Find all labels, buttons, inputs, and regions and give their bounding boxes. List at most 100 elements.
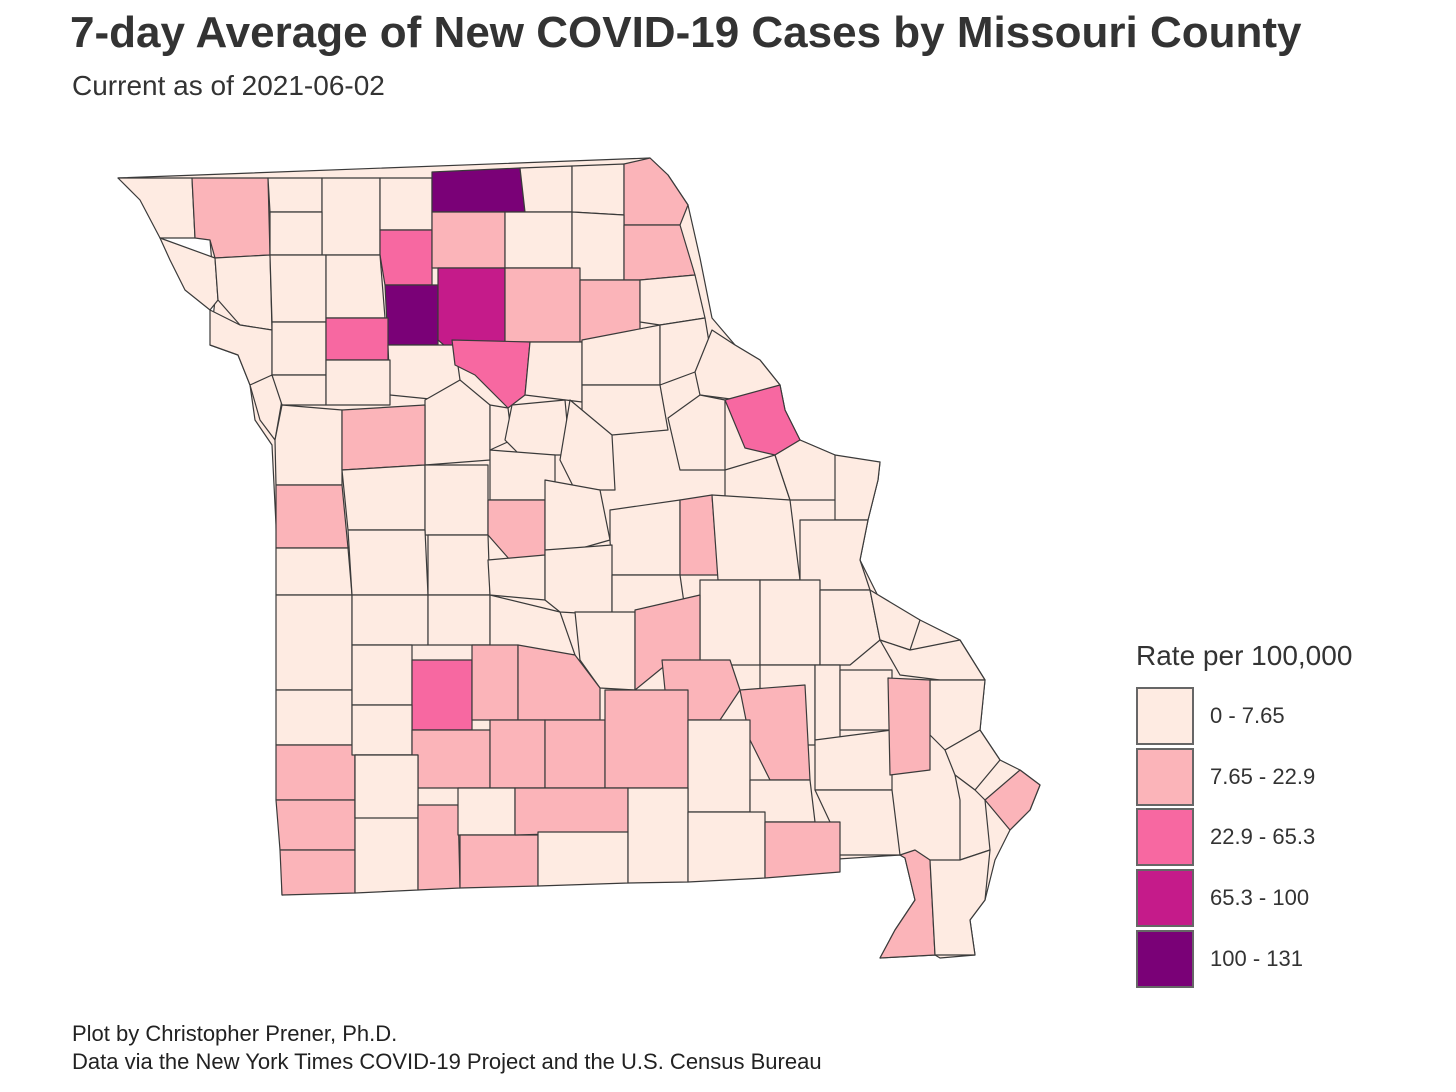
county-barton [275, 689, 353, 746]
county-pulaski [574, 611, 636, 691]
legend-swatch [1136, 747, 1194, 806]
county-clark [623, 157, 689, 226]
county-scotland [571, 163, 625, 216]
legend-swatch [1136, 929, 1194, 988]
county-adair [504, 211, 573, 269]
legend-item: 0 - 7.65 [1136, 686, 1352, 747]
county-st-louis [834, 454, 881, 521]
county-christian [457, 787, 516, 836]
county-texas [604, 689, 689, 789]
county-crawford [699, 579, 761, 666]
legend-items: 0 - 7.65 7.65 - 22.9 22.9 - 65.3 65.3 - … [1136, 686, 1352, 989]
legend-item: 100 - 131 [1136, 928, 1352, 989]
county-shannon [687, 719, 751, 813]
map-title: 7-day Average of New COVID-19 Cases by M… [70, 8, 1302, 57]
county-grundy [379, 229, 433, 286]
caption-author: Plot by Christopher Prener, Ph.D. [72, 1021, 398, 1046]
county-oregon [687, 811, 766, 883]
county-benton [427, 534, 491, 596]
county-johnson [341, 464, 426, 531]
county-washington [759, 579, 821, 666]
legend-item: 65.3 - 100 [1136, 868, 1352, 929]
legend-label: 100 - 131 [1210, 945, 1303, 971]
county-lawrence [354, 754, 419, 819]
caption: Plot by Christopher Prener, Ph.D. Data v… [72, 1020, 822, 1076]
county-hickory [427, 594, 491, 646]
county-franklin [711, 494, 801, 581]
county-madison [814, 664, 841, 741]
county-atchison [117, 177, 196, 239]
county-jackson [274, 404, 343, 486]
county-schuyler [519, 165, 573, 213]
county-stone [417, 804, 461, 891]
county-macon [504, 267, 581, 343]
county-mercer [379, 177, 433, 231]
county-dunklin [879, 849, 936, 959]
caption-source: Data via the New York Times COVID-19 Pro… [72, 1049, 822, 1074]
county-bollinger [839, 669, 893, 731]
county-randolph [524, 341, 583, 403]
county-clay [271, 374, 327, 406]
county-livingston [384, 284, 439, 346]
legend-label: 7.65 - 22.9 [1210, 763, 1316, 789]
county-miller [544, 544, 613, 616]
county-nodaway [191, 177, 271, 259]
county-greene [411, 729, 491, 789]
county-wayne [814, 729, 893, 791]
county-cass [275, 484, 349, 549]
county-pettis [424, 464, 489, 536]
legend: Rate per 100,000 0 - 7.65 7.65 - 22.9 22… [1136, 640, 1352, 989]
legend-swatch [1136, 808, 1194, 867]
legend-item: 22.9 - 65.3 [1136, 807, 1352, 868]
county-daviess [325, 254, 386, 319]
county-morgan [487, 554, 546, 601]
county-st-clair [351, 594, 429, 646]
legend-swatch [1136, 869, 1194, 928]
legend-title: Rate per 100,000 [1136, 640, 1353, 671]
legend-label: 22.9 - 65.3 [1210, 824, 1316, 850]
legend-label: 0 - 7.65 [1210, 703, 1285, 729]
county-dekalb [269, 254, 327, 323]
county-jasper [275, 744, 356, 801]
county-mcdonald [279, 849, 356, 896]
county-montgomery [667, 394, 726, 471]
county-dade [351, 704, 413, 756]
county-ozark [537, 831, 629, 887]
county-lafayette [341, 404, 426, 471]
county-gentry [269, 211, 323, 256]
county-vernon [275, 594, 353, 691]
county-clinton [271, 321, 327, 376]
county-sullivan [431, 211, 506, 269]
county-stoddard [887, 677, 931, 776]
county-worth [267, 177, 323, 213]
county-polk [411, 659, 473, 731]
legend-item: 7.65 - 22.9 [1136, 747, 1352, 808]
county-scott [944, 729, 1001, 791]
county-cole [544, 479, 611, 551]
county-newton [275, 799, 356, 851]
county-ray [325, 359, 391, 406]
county-boone [504, 399, 571, 456]
county-putnam [431, 167, 526, 213]
county-cedar [351, 644, 413, 706]
county-mississippi [984, 769, 1041, 831]
county-howell [627, 787, 689, 884]
county-wright [544, 719, 606, 789]
county-webster [489, 719, 546, 789]
county-harrison [321, 177, 381, 256]
county-taney [459, 834, 539, 889]
legend-swatch [1136, 687, 1194, 746]
county-douglas [514, 787, 629, 836]
county-caldwell [325, 317, 389, 361]
map-subtitle: Current as of 2021-06-02 [72, 70, 385, 101]
county-marion [639, 274, 706, 326]
county-henry [347, 529, 429, 596]
county-holt [159, 237, 219, 311]
legend-label: 65.3 - 100 [1210, 885, 1310, 911]
county-st-francois [819, 589, 881, 666]
county-pemiscot [929, 849, 991, 956]
county-bates [275, 547, 353, 596]
county-dallas [471, 644, 519, 721]
county-laclede [517, 644, 601, 721]
